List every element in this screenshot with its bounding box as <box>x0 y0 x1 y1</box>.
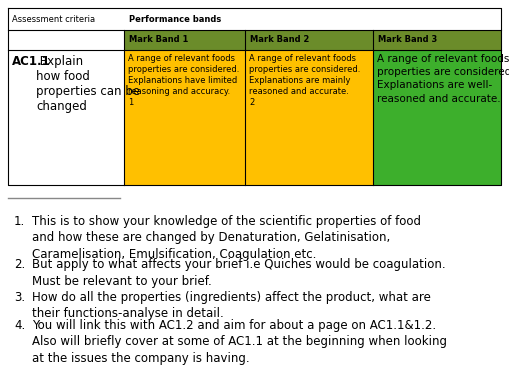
Bar <box>124 30 501 50</box>
Text: 2.: 2. <box>14 258 25 271</box>
Text: This is to show your knowledge of the scientific properties of food
and how thes: This is to show your knowledge of the sc… <box>32 215 421 261</box>
Text: Mark Band 2: Mark Band 2 <box>250 36 309 44</box>
Bar <box>245 50 373 185</box>
Text: A range of relevant foods
properties are considered.
Explanations have limited
r: A range of relevant foods properties are… <box>128 54 239 107</box>
Text: But apply to what affects your brief i.e Quiches would be coagulation.
Must be r: But apply to what affects your brief i.e… <box>32 258 445 288</box>
Text: How do all the properties (ingredients) affect the product, what are
their funct: How do all the properties (ingredients) … <box>32 291 431 320</box>
Text: You will link this with AC1.2 and aim for about a page on AC1.1&1.2.
Also will b: You will link this with AC1.2 and aim fo… <box>32 319 447 365</box>
Bar <box>124 50 245 185</box>
Text: A range of relevant foods
properties are considered.
Explanations are mainly
rea: A range of relevant foods properties are… <box>249 54 360 107</box>
Bar <box>373 50 501 185</box>
Text: Mark Band 3: Mark Band 3 <box>378 36 437 44</box>
Text: 3.: 3. <box>14 291 25 304</box>
Text: Assessment criteria: Assessment criteria <box>12 15 95 24</box>
Text: Explain
how food
properties can be
changed: Explain how food properties can be chang… <box>36 55 140 113</box>
Bar <box>8 30 124 50</box>
Text: A range of relevant foods
properties are considered.
Explanations are well-
reas: A range of relevant foods properties are… <box>377 54 509 104</box>
Text: Performance bands: Performance bands <box>129 15 221 24</box>
Text: 1.: 1. <box>14 215 25 228</box>
Text: AC1.1: AC1.1 <box>12 55 51 68</box>
Text: 4.: 4. <box>14 319 25 332</box>
Bar <box>8 8 501 30</box>
Text: Mark Band 1: Mark Band 1 <box>129 36 188 44</box>
Bar <box>8 50 124 185</box>
